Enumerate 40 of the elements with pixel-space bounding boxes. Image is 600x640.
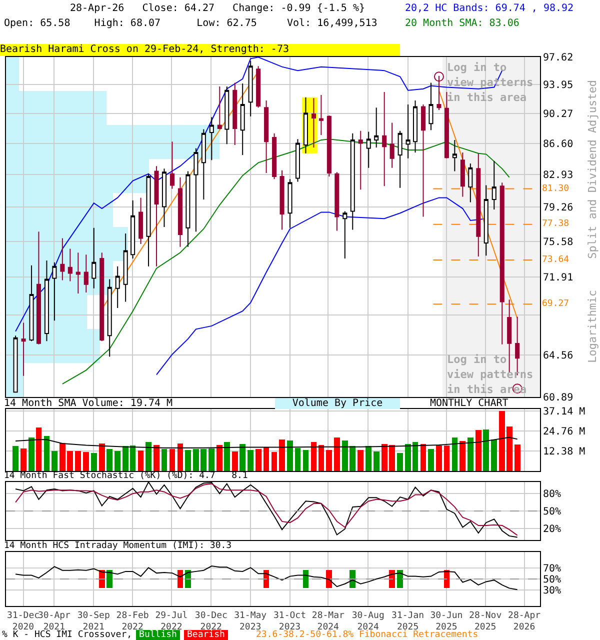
y-tick-label: 75.58 bbox=[543, 236, 574, 248]
legend-title: % K - HCS IMI Crossover, bbox=[2, 630, 132, 640]
y-tick-label: 30% bbox=[543, 585, 562, 596]
text: Split and Dividend Adjusted bbox=[586, 80, 599, 259]
text: Logarithmic bbox=[586, 290, 599, 363]
ref-line-label: 77.38 bbox=[542, 219, 570, 229]
text: Bullish bbox=[136, 630, 180, 640]
y-tick-label: 93.95 bbox=[543, 80, 574, 92]
text: 20 Month SMA: 83.06 bbox=[405, 18, 520, 29]
text: MONTHLY CHART bbox=[430, 398, 508, 409]
y-tick-label: 71.91 bbox=[543, 272, 574, 284]
x-tick-label: 28-Apr 2026 bbox=[508, 610, 542, 632]
y-tick-label: 50% bbox=[543, 574, 562, 586]
y-tick-label: 90.27 bbox=[543, 108, 574, 120]
y-tick-label: 20% bbox=[543, 524, 562, 535]
text: 23.6-38.2-50-61.8% Fibonacci Retracements bbox=[256, 630, 478, 640]
ref-line-label: 69.27 bbox=[542, 299, 570, 309]
text: 20,2 HC Bands: 69.74 , 98.92 bbox=[405, 3, 574, 14]
text: Bearish bbox=[184, 630, 228, 640]
y-tick-label: 37.14 M bbox=[543, 406, 586, 418]
chart-title: 14 Month HCS Intraday Momentum (IMI): 30.3 bbox=[4, 541, 232, 551]
y-tick-label: 12.38 M bbox=[543, 446, 586, 458]
y-tick-label: 86.60 bbox=[543, 138, 574, 150]
y-tick-label: 97.62 bbox=[543, 52, 574, 64]
ref-line-label: 73.64 bbox=[542, 255, 570, 265]
text: 14 Month SMA Volume: 19.74 M bbox=[4, 398, 173, 409]
y-tick-label: 82.93 bbox=[543, 170, 574, 181]
y-tick-label: 64.56 bbox=[543, 350, 574, 362]
chart-title: 28-Apr-26 Close: 64.27 Change: -0.99 {-1.5 %} bbox=[70, 3, 366, 14]
text: Volume By Price bbox=[275, 398, 400, 409]
y-tick-label: 50% bbox=[543, 506, 562, 518]
y-tick-label: 24.76 M bbox=[543, 426, 586, 438]
x-tick-label: 30-Jun 2025 bbox=[430, 610, 463, 632]
y-tick-label: 79.26 bbox=[543, 202, 574, 214]
chart-subtitle: Open: 65.58 High: 68.07 Low: 62.75 Vol: 16,499,513 bbox=[4, 18, 378, 29]
y-tick-label: 80% bbox=[543, 489, 562, 500]
y-tick-label: 70% bbox=[543, 564, 562, 575]
ref-line-label: 81.30 bbox=[542, 184, 570, 194]
text: Bearish Harami Cross on 29-Feb-24, Strength: -73 bbox=[0, 44, 400, 56]
y-tick-label: 60.89 bbox=[543, 392, 574, 404]
